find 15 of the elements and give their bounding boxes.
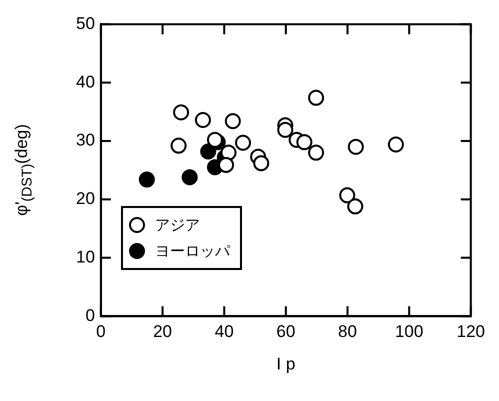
legend-label: ヨーロッパ — [154, 242, 230, 261]
x-tick-label: 40 — [214, 322, 234, 342]
x-tick-label: 60 — [276, 322, 296, 342]
x-tick-label: 120 — [456, 322, 486, 342]
x-tick-label: 20 — [153, 322, 172, 342]
y-tick-label: 40 — [76, 72, 95, 92]
y-tick-label: 10 — [76, 247, 95, 266]
y-tick-label: 20 — [76, 189, 95, 208]
x-axis-title: I p — [276, 354, 296, 374]
legend-label: アジア — [154, 216, 200, 235]
y-tick-label: 0 — [85, 306, 95, 325]
y-tick-label: 50 — [76, 14, 95, 33]
x-tick-label: 100 — [394, 322, 424, 342]
y-tick-label: 30 — [76, 130, 95, 150]
x-tick-label: 80 — [338, 322, 357, 342]
